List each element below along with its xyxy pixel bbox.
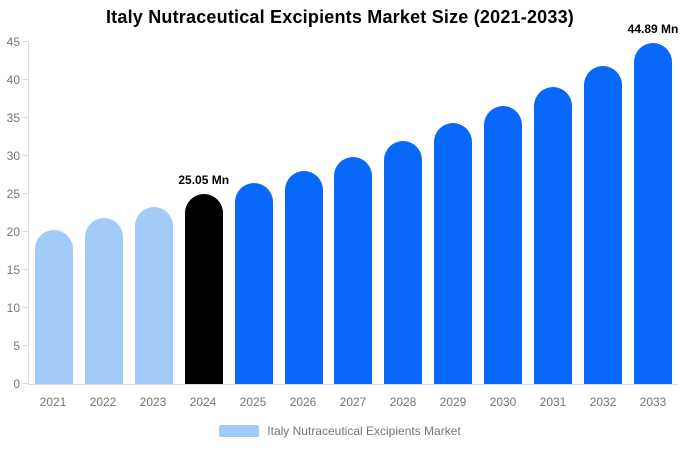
bar-2023 [134,206,173,384]
legend: Italy Nutraceutical Excipients Market [0,424,680,438]
y-tick-10 [22,307,29,308]
x-tick-label-2022: 2022 [89,395,117,409]
bar-2033 [634,42,673,384]
bar-2022 [84,217,123,384]
bar-2021 [34,230,73,384]
y-tick-25 [22,193,29,194]
y-tick-35 [22,117,29,118]
x-tick-label-2024: 2024 [189,395,217,409]
plot-area: 25.05 Mn 44.89 Mn 0 5 10 15 20 25 30 35 40 45 [7,22,679,391]
y-tick-30 [22,155,29,156]
legend-label: Italy Nutraceutical Excipients Market [267,424,461,438]
y-tick-label-0: 0 [13,377,20,391]
x-tick-label-2021: 2021 [39,395,67,409]
bar-cell-2029 [428,43,478,384]
bar-2030 [484,105,523,384]
bar-2028 [384,140,423,384]
bar-cell-2025 [229,43,279,384]
y-tick-5 [22,345,29,346]
bar-2031 [534,86,573,384]
bar-2029 [434,123,473,384]
bar-cell-2031 [528,43,578,384]
bar-cell-2022 [79,43,129,384]
bar-2032 [584,66,623,384]
bar-cell-2021 [29,43,79,384]
x-tick-label-2032: 2032 [589,395,617,409]
y-tick-15 [22,269,29,270]
y-tick-label-10: 10 [6,301,20,315]
y-tick-label-40: 40 [6,73,20,87]
legend-swatch [219,425,260,437]
x-tick-label-2030: 2030 [489,395,517,409]
bar-2027 [334,156,373,384]
y-tick-label-25: 25 [6,187,20,201]
y-tick-label-35: 35 [6,111,20,125]
bar-2025 [234,183,273,384]
x-tick-label-2033: 2033 [639,395,667,409]
y-tick-label-30: 30 [6,149,20,163]
bar-cell-2030 [478,43,528,384]
bar-2026 [284,171,323,384]
x-tick-label-2025: 2025 [239,395,267,409]
bar-cell-2027 [329,43,379,384]
bar-value-label-2033: 44.89 Mn [627,21,679,36]
bar-cell-2023 [129,43,179,384]
chart-title: Italy Nutraceutical Excipients Market Si… [105,7,574,27]
x-tick-label-2027: 2027 [339,395,367,409]
x-tick-label-2028: 2028 [389,395,417,409]
x-tick-label-2026: 2026 [289,395,317,409]
y-tick-label-5: 5 [13,339,20,353]
y-tick-label-15: 15 [6,263,20,277]
bar-cell-2026 [279,43,329,384]
bar-cell-2028 [378,43,428,384]
bar-2024 [184,193,223,384]
y-tick-40 [22,79,29,80]
bars-container: 25.05 Mn 44.89 Mn [29,22,678,384]
x-tick-label-2031: 2031 [539,395,567,409]
bar-cell-2024: 25.05 Mn [178,43,230,384]
y-tick-label-45: 45 [6,35,20,49]
bar-value-label-2024: 25.05 Mn [178,172,230,187]
bar-cell-2033: 44.89 Mn [628,22,678,384]
y-tick-label-20: 20 [6,225,20,239]
x-tick-label-2029: 2029 [439,395,467,409]
y-tick-0 [22,383,29,384]
y-tick-20 [22,231,29,232]
bar-cell-2032 [578,43,628,384]
y-tick-45 [22,41,29,42]
x-tick-label-2023: 2023 [139,395,167,409]
x-axis-labels: 2021 2022 2023 2024 2025 2026 2027 2028 2029 2030… [28,394,678,410]
